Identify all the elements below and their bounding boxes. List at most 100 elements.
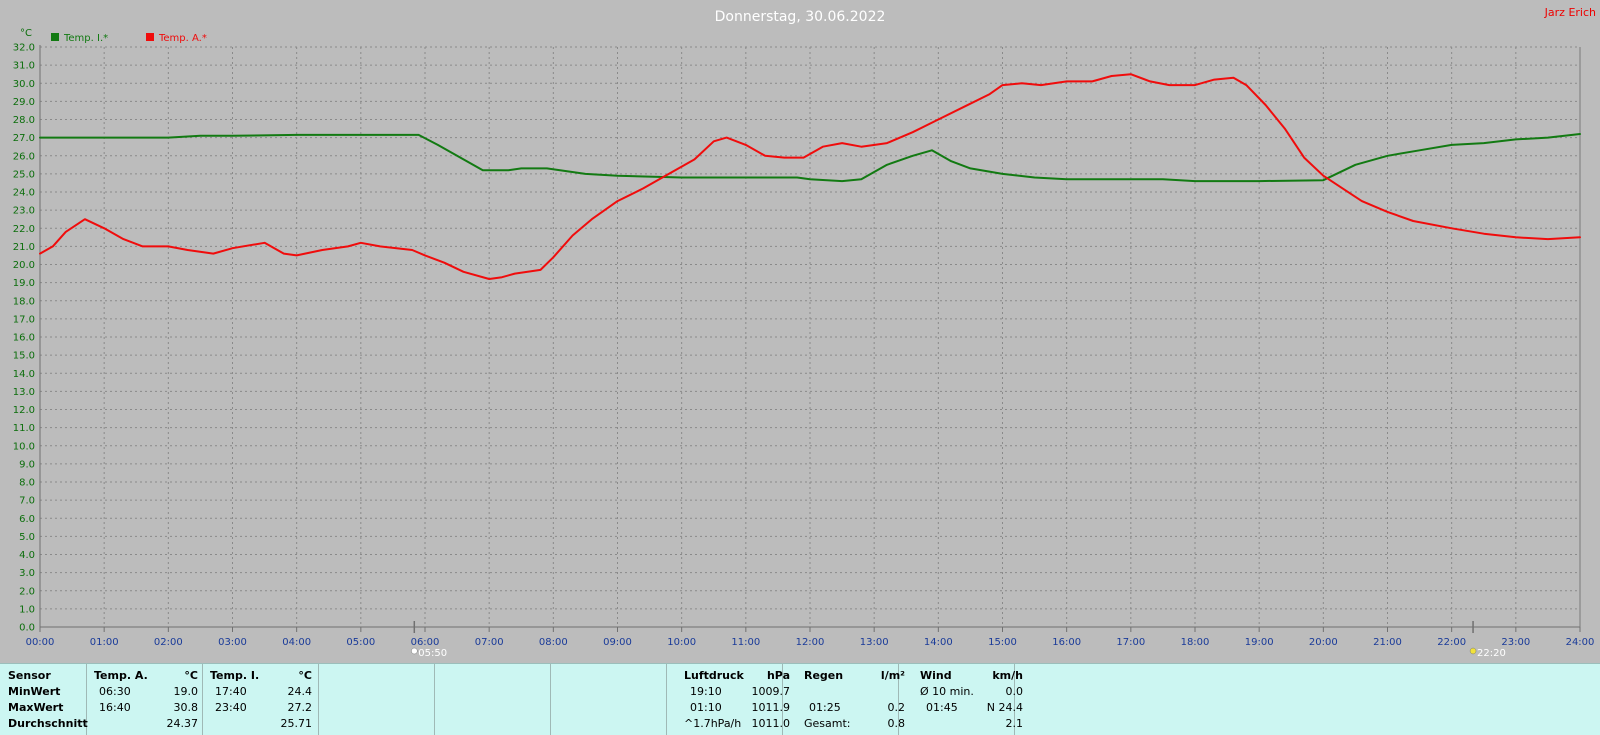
- y-tick-label: 25.0: [13, 169, 35, 180]
- series-line-temp-outside: [39, 73, 1581, 280]
- x-tick-label: 03:00: [218, 637, 247, 648]
- y-tick-label: 16.0: [13, 333, 35, 344]
- y-tick-label: 26.0: [13, 151, 35, 162]
- temp-a-max-time: 16:40: [99, 701, 131, 714]
- y-tick-label: 8.0: [19, 478, 35, 489]
- temp-i-max-value: 27.2: [287, 701, 313, 714]
- wind-current-value: 2.1: [1005, 717, 1024, 730]
- series-line-temp-inside: [39, 133, 1581, 183]
- y-tick-label: 29.0: [13, 97, 35, 108]
- wind-header: Wind: [920, 669, 952, 682]
- rain-total-value: 0.8: [887, 717, 906, 730]
- y-tick-label: 23.0: [13, 206, 35, 217]
- temp-i-unit: °C: [298, 669, 312, 682]
- row-label-sensor: Sensor: [8, 669, 51, 682]
- y-tick-label: 21.0: [13, 242, 35, 253]
- y-tick-label: 6.0: [19, 514, 35, 525]
- pressure-current: 1011.0: [751, 717, 791, 730]
- time-markers: 05:50 22:20: [411, 621, 1506, 659]
- wind-max-value: N 24.4: [986, 701, 1023, 714]
- rain-total-label: Gesamt:: [804, 717, 851, 730]
- marker-label: 05:50: [418, 648, 447, 659]
- y-tick-label: 3.0: [19, 568, 35, 579]
- sunset-icon: [1469, 647, 1477, 655]
- y-tick-label: 15.0: [13, 351, 35, 362]
- pressure-unit: hPa: [766, 669, 790, 682]
- x-tick-label: 21:00: [1373, 637, 1402, 648]
- sunrise-icon: [411, 647, 418, 655]
- y-tick-label: 12.0: [13, 405, 35, 416]
- row-label-max: MaxWert: [8, 701, 64, 714]
- column-divider: [1014, 664, 1015, 735]
- rain-max-value: 0.2: [887, 701, 906, 714]
- pressure-trend: ^1.7hPa/h: [684, 717, 742, 730]
- row-label-avg: Durchschnitt: [8, 717, 88, 730]
- y-tick-label: 14.0: [13, 369, 35, 380]
- y-tick-label: 2.0: [19, 586, 35, 597]
- temp-a-max-value: 30.8: [173, 701, 199, 714]
- x-tick-label: 09:00: [603, 637, 632, 648]
- y-tick-label: 7.0: [19, 496, 35, 507]
- y-tick-label: 0.0: [19, 623, 35, 634]
- x-tick-label: 23:00: [1501, 637, 1530, 648]
- stats-panel: Sensor MinWert MaxWert Durchschnitt Temp…: [0, 663, 1600, 735]
- x-tick-label: 05:00: [346, 637, 375, 648]
- wind-max-time: 01:45: [926, 701, 958, 714]
- y-tick-label: 27.0: [13, 133, 35, 144]
- x-tick-label: 10:00: [667, 637, 696, 648]
- x-tick-label: 02:00: [154, 637, 183, 648]
- x-tick-label: 07:00: [475, 637, 504, 648]
- column-divider: [666, 664, 667, 735]
- x-tick-label: 14:00: [924, 637, 953, 648]
- grid: [39, 45, 1581, 628]
- wind-unit: km/h: [992, 669, 1023, 682]
- column-divider: [782, 664, 783, 735]
- y-tick-label: 4.0: [19, 550, 35, 561]
- legend-swatch-inside: [51, 33, 59, 41]
- temp-i-header: Temp. I.: [210, 669, 260, 682]
- marker-label: 22:20: [1477, 648, 1506, 659]
- pressure-header: Luftdruck: [684, 669, 744, 682]
- pressure-max-value: 1011.9: [751, 701, 791, 714]
- column-divider: [86, 664, 87, 735]
- x-tick-label: 22:00: [1437, 637, 1466, 648]
- x-tick-label: 12:00: [796, 637, 825, 648]
- y-tick-label: 18.0: [13, 296, 35, 307]
- legend-swatch-outside: [146, 33, 154, 41]
- x-tick-label: 16:00: [1052, 637, 1081, 648]
- chart-title: Donnerstag, 30.06.2022: [715, 9, 886, 25]
- column-divider: [434, 664, 435, 735]
- y-tick-label: 17.0: [13, 314, 35, 325]
- pressure-min-time: 19:10: [690, 685, 722, 698]
- x-axis: 00:00 01:00 02:00 03:00 04:00 05:00 06:00 07:00…: [26, 627, 1595, 648]
- temp-i-min-time: 17:40: [215, 685, 247, 698]
- column-divider: [550, 664, 551, 735]
- x-tick-label: 04:00: [282, 637, 311, 648]
- y-tick-label: 5.0: [19, 532, 35, 543]
- x-tick-label: 24:00: [1566, 637, 1595, 648]
- y-axis-unit: °C: [20, 28, 32, 39]
- x-tick-label: 18:00: [1181, 637, 1210, 648]
- temp-i-avg-value: 25.71: [280, 717, 313, 730]
- temp-a-min-value: 19.0: [173, 685, 199, 698]
- rain-max-time: 01:25: [809, 701, 841, 714]
- y-tick-label: 22.0: [13, 224, 35, 235]
- legend-label-inside: Temp. I.*: [63, 33, 108, 44]
- x-tick-label: 19:00: [1245, 637, 1274, 648]
- legend-label-outside: Temp. A.*: [158, 33, 207, 44]
- x-tick-label: 15:00: [988, 637, 1017, 648]
- author-label: Jarz Erich: [1544, 6, 1596, 19]
- series-lines: [39, 73, 1581, 280]
- pressure-max-time: 01:10: [690, 701, 722, 714]
- y-tick-label: 24.0: [13, 188, 35, 199]
- x-tick-label: 11:00: [731, 637, 760, 648]
- wind-avg-value: 0.0: [1005, 685, 1024, 698]
- x-tick-label: 17:00: [1116, 637, 1145, 648]
- y-tick-label: 32.0: [13, 43, 35, 54]
- x-tick-label: 08:00: [539, 637, 568, 648]
- y-tick-label: 19.0: [13, 278, 35, 289]
- temp-a-header: Temp. A.: [94, 669, 148, 682]
- rain-header: Regen: [804, 669, 844, 682]
- y-axis: 0.0 1.0 2.0 3.0 4.0 5.0 6.0 7.0 8.0 9.0 10.0 11.0 12…: [13, 43, 35, 634]
- column-divider: [318, 664, 319, 735]
